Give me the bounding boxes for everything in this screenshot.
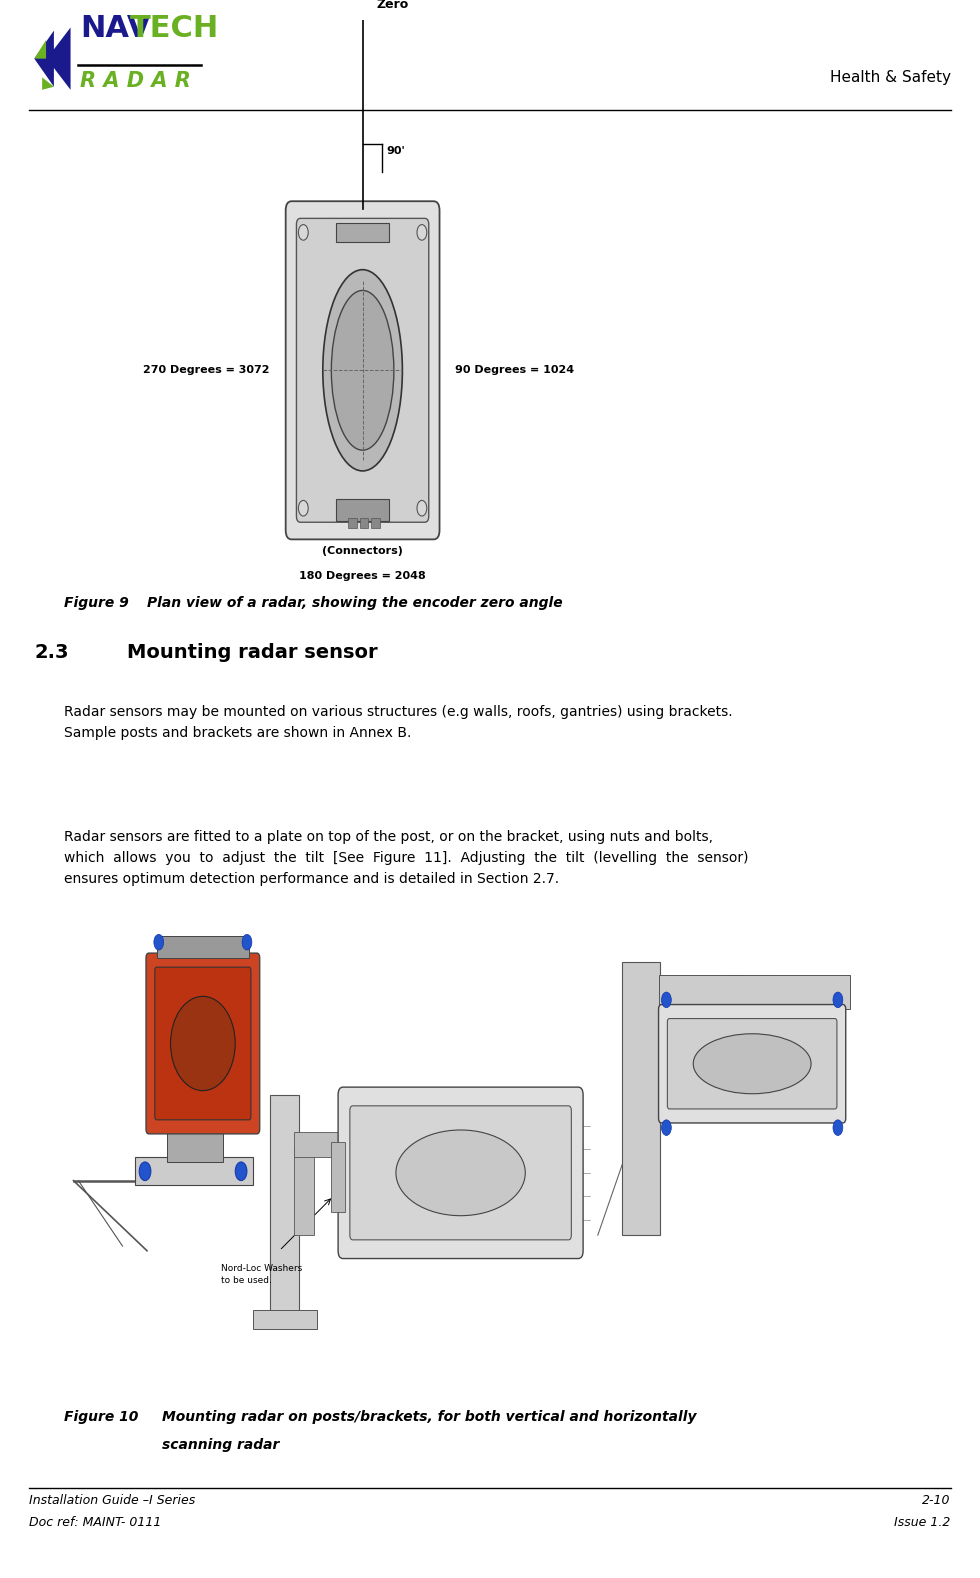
Text: 270 Degrees = 3072: 270 Degrees = 3072: [143, 365, 270, 376]
Bar: [360, 518, 368, 529]
Text: Radar sensors are fitted to a plate on top of the post, or on the bracket, using: Radar sensors are fitted to a plate on t…: [64, 830, 748, 887]
Ellipse shape: [693, 1034, 811, 1094]
Circle shape: [833, 993, 843, 1008]
Polygon shape: [42, 77, 54, 90]
Bar: [270, 1095, 299, 1321]
Text: TS350-X Radar: TS350-X Radar: [726, 975, 778, 982]
Circle shape: [417, 224, 426, 240]
Bar: [331, 1141, 345, 1212]
Bar: [659, 975, 850, 1010]
Circle shape: [154, 934, 164, 950]
Ellipse shape: [171, 996, 235, 1090]
FancyBboxPatch shape: [286, 202, 439, 540]
Bar: [294, 1149, 314, 1236]
Bar: [622, 963, 660, 1236]
Text: NAV: NAV: [80, 14, 151, 43]
Bar: [336, 499, 389, 521]
Text: Zero: Zero: [376, 0, 409, 11]
Bar: [157, 936, 249, 958]
FancyBboxPatch shape: [146, 953, 260, 1135]
FancyBboxPatch shape: [350, 1106, 571, 1240]
FancyBboxPatch shape: [338, 1087, 583, 1259]
Polygon shape: [34, 27, 71, 90]
Bar: [371, 518, 380, 529]
FancyBboxPatch shape: [296, 218, 429, 522]
Bar: [348, 518, 357, 529]
Bar: [167, 1124, 223, 1161]
Polygon shape: [34, 39, 46, 58]
Text: Health & Safety: Health & Safety: [830, 69, 951, 85]
Text: Mounting radar sensor: Mounting radar sensor: [127, 642, 378, 663]
Bar: [135, 1157, 253, 1185]
Ellipse shape: [331, 290, 394, 450]
FancyBboxPatch shape: [667, 1018, 837, 1109]
Text: Radar sensors may be mounted on various structures (e.g walls, roofs, gantries) : Radar sensors may be mounted on various …: [64, 705, 732, 740]
Circle shape: [139, 1161, 151, 1180]
Text: TECH: TECH: [130, 14, 220, 43]
Circle shape: [833, 1120, 843, 1136]
Text: 90 Degrees = 1024: 90 Degrees = 1024: [455, 365, 574, 376]
FancyBboxPatch shape: [155, 967, 251, 1120]
Circle shape: [242, 934, 252, 950]
Ellipse shape: [396, 1130, 525, 1215]
Text: Figure 10: Figure 10: [64, 1409, 138, 1423]
FancyBboxPatch shape: [659, 1005, 846, 1124]
Circle shape: [662, 993, 671, 1008]
Bar: [294, 1133, 353, 1157]
Text: 2-10: 2-10: [922, 1494, 951, 1507]
Circle shape: [235, 1161, 247, 1180]
Text: scanning radar: scanning radar: [162, 1438, 279, 1452]
Text: Plan view of a radar, showing the encoder zero angle: Plan view of a radar, showing the encode…: [147, 596, 563, 611]
Bar: [336, 222, 389, 241]
Text: 180 Degrees = 2048: 180 Degrees = 2048: [299, 571, 426, 581]
Circle shape: [662, 1120, 671, 1136]
Text: Doc ref: MAINT- 0111: Doc ref: MAINT- 0111: [29, 1515, 162, 1529]
Text: Nord-Loc Washers
to be used.: Nord-Loc Washers to be used.: [220, 1264, 302, 1284]
Text: Figure 9: Figure 9: [64, 596, 153, 611]
Circle shape: [299, 224, 308, 240]
Text: R A D A R: R A D A R: [80, 71, 191, 92]
Text: Mounting radar on posts/brackets, for both vertical and horizontally: Mounting radar on posts/brackets, for bo…: [162, 1409, 696, 1423]
Text: 90': 90': [386, 147, 405, 156]
Text: Installation Guide –I Series: Installation Guide –I Series: [29, 1494, 196, 1507]
Bar: [253, 1310, 317, 1329]
Text: (Connectors): (Connectors): [322, 546, 403, 555]
Text: 2.3: 2.3: [34, 642, 69, 663]
Ellipse shape: [322, 270, 403, 470]
Text: Issue 1.2: Issue 1.2: [894, 1515, 951, 1529]
Circle shape: [417, 500, 426, 516]
Circle shape: [299, 500, 308, 516]
